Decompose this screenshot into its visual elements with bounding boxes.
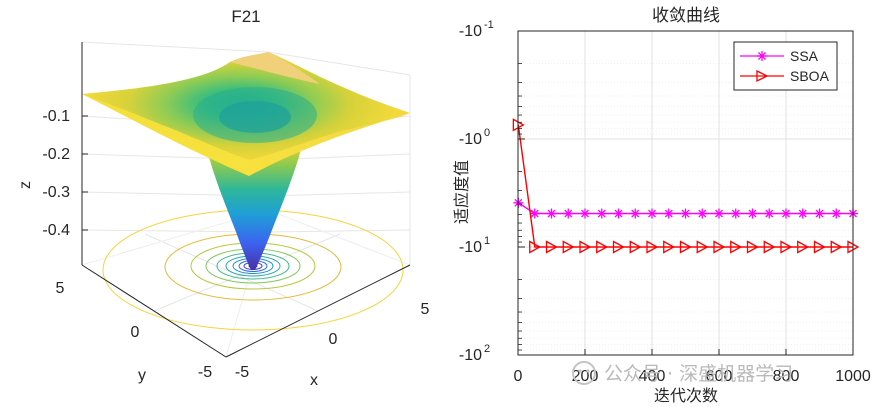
marker-ssa [580,208,590,219]
marker-sboa [679,240,692,254]
z-tick-label: -0.4 [42,222,70,239]
surface-peak [230,52,320,84]
x-tick-label: 400 [639,368,666,385]
plot-frame [517,30,854,356]
y-tick-exponent: 2 [484,343,490,355]
y-ticks: 5 0 -5 [56,280,213,381]
marker-ssa [781,208,791,219]
x-tick-label: 5 [421,301,430,318]
x-tick-label: 0 [329,331,338,348]
marker-ssa [546,208,557,219]
y-tick-exponent: 1 [484,235,490,247]
marker-sboa [763,240,776,254]
marker-ssa [714,208,724,219]
x-tick-label: 1000 [835,368,871,385]
legend-label-sboa: SBOA [790,68,830,84]
y-tick-labels: -10 -1 -10 0 -10 1 -10 2 [459,19,494,364]
x-axis-label: 迭代次数 [654,386,718,405]
marker-sboa [813,240,826,254]
marker-sboa [646,240,659,254]
y-tick-exponent: -1 [484,19,494,31]
y-tick-label: -5 [198,364,212,381]
marker-sboa [529,240,542,254]
marker-ssa [563,208,574,219]
wechat-icon [572,361,596,385]
legend-marker-ssa [757,51,767,61]
watermark: 公众号 · 深盛机器学习 [572,361,793,385]
marker-sboa [629,240,642,254]
legend-marker-sboa [756,69,769,83]
legend-label-ssa: SSA [790,48,819,64]
marker-ssa [529,208,540,219]
legend-box [733,41,838,91]
marker-sboa [663,240,676,254]
y-axis-label: 适应度值 [452,160,471,224]
z-tick-label: -0.3 [42,184,70,201]
marker-sboa [780,240,793,254]
z-axis-label: z [17,181,34,189]
marker-ssa [630,208,641,219]
marker-ssa [680,208,691,219]
y-tick-label: -10 [459,239,482,256]
marker-ssa [797,208,808,219]
y-tick-label: -10 [459,347,482,364]
x-tick-label: -5 [235,364,249,381]
marker-sboa [596,240,609,254]
z-ticks: -0.1 -0.2 -0.3 -0.4 [42,108,88,239]
marker-sboa [696,240,709,254]
marker-ssa [814,208,825,219]
marker-sboa [797,240,810,254]
legend: SSA SBOA [733,41,838,91]
marker-ssa [613,208,624,219]
surface-funnel [206,146,302,270]
marker-sboa [713,240,726,254]
marker-ssa [747,208,758,219]
marker-sboa [579,240,592,254]
y-tick-exponent: 0 [484,127,490,139]
marker-sboa [830,240,843,254]
z-tick-label: -0.2 [42,146,70,163]
marker-ssa [663,208,674,219]
marker-ssa [764,208,775,219]
marker-sboa [612,240,625,254]
surface-bowl-center [219,101,291,133]
convergence-title: 收敛曲线 [652,6,720,25]
series-layer [512,118,860,254]
ticks [517,30,854,356]
marker-sboa [545,240,558,254]
y-tick-label: -10 [459,23,482,40]
watermark-text: 公众号 · 深盛机器学习 [604,363,793,385]
y-tick-label: -10 [459,131,482,148]
marker-ssa [596,208,607,219]
x-tick-label: 0 [514,368,523,385]
x-axis-label: x [310,372,318,389]
marker-sboa [562,240,575,254]
surface-title: F21 [231,7,260,26]
y-tick-label: 5 [56,280,65,297]
marker-sboa [746,240,759,254]
x-tick-label: 800 [773,368,800,385]
x-ticks: -5 0 5 [235,301,430,381]
z-tick-label: -0.1 [42,108,70,125]
marker-ssa [730,208,741,219]
convergence-plot: -10 -1 -10 0 -10 1 -10 2 0 200 400 600 8… [452,6,871,405]
marker-ssa [647,208,657,219]
y-tick-label: 0 [131,324,140,341]
marker-ssa [697,208,708,219]
marker-sboa [730,240,743,254]
surface-sheet-rim [82,94,410,176]
x-tick-label: 600 [706,368,733,385]
y-axis-label: y [138,367,146,384]
surface-plot: -0.1 -0.2 -0.3 -0.4 5 0 -5 -5 0 5 z y x … [17,7,430,389]
marker-ssa [831,208,842,219]
x-tick-labels: 0 200 400 600 800 1000 [514,368,871,385]
